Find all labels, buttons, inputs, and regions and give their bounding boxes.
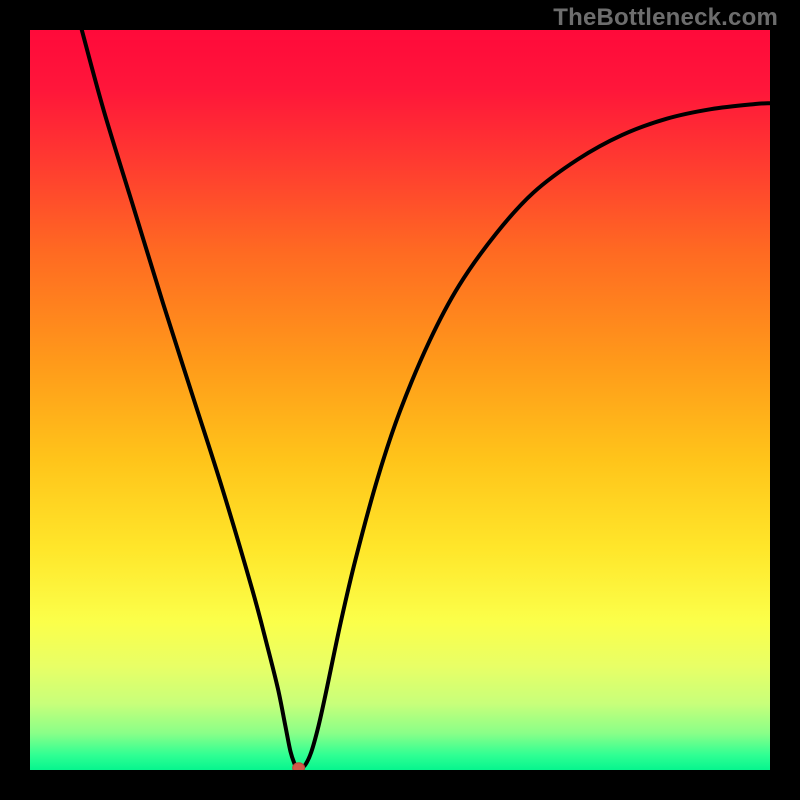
bottleneck-curve	[30, 30, 770, 770]
curve-path	[82, 30, 770, 768]
minimum-marker	[293, 763, 305, 770]
plot-area	[30, 30, 770, 770]
watermark-text: TheBottleneck.com	[553, 4, 778, 32]
